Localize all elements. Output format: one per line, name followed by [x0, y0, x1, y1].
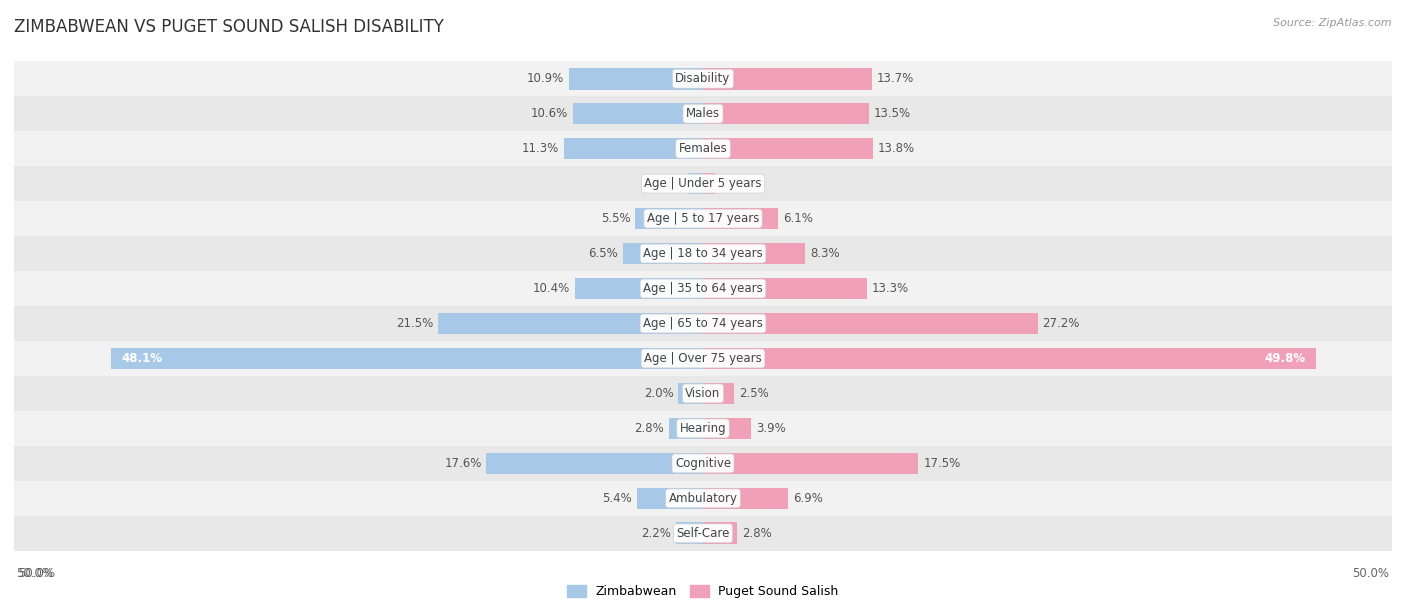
Bar [14, 481, 1392, 516]
Bar [14, 271, 1392, 306]
Text: 48.1%: 48.1% [121, 352, 162, 365]
Text: 10.9%: 10.9% [527, 72, 564, 85]
Text: 6.1%: 6.1% [783, 212, 813, 225]
Text: Age | 18 to 34 years: Age | 18 to 34 years [643, 247, 763, 260]
Text: 2.8%: 2.8% [742, 527, 772, 540]
Bar [703, 417, 751, 439]
Bar [14, 306, 1392, 341]
Text: Source: ZipAtlas.com: Source: ZipAtlas.com [1274, 18, 1392, 28]
Bar [14, 516, 1392, 551]
Text: Age | 35 to 64 years: Age | 35 to 64 years [643, 282, 763, 295]
Bar [703, 138, 873, 160]
Legend: Zimbabwean, Puget Sound Salish: Zimbabwean, Puget Sound Salish [562, 580, 844, 603]
Text: 2.8%: 2.8% [634, 422, 664, 435]
Text: Cognitive: Cognitive [675, 457, 731, 470]
Text: 10.4%: 10.4% [533, 282, 571, 295]
Text: Hearing: Hearing [679, 422, 727, 435]
Text: 21.5%: 21.5% [396, 317, 433, 330]
Bar [111, 348, 703, 369]
Bar [636, 207, 703, 230]
Text: Age | 65 to 74 years: Age | 65 to 74 years [643, 317, 763, 330]
Bar [14, 411, 1392, 446]
Text: 11.3%: 11.3% [522, 142, 560, 155]
Bar [569, 68, 703, 89]
Bar [14, 131, 1392, 166]
Bar [678, 382, 703, 405]
Bar [669, 417, 703, 439]
Bar [703, 313, 1038, 334]
Text: Age | Over 75 years: Age | Over 75 years [644, 352, 762, 365]
Bar [439, 313, 703, 334]
Text: 10.6%: 10.6% [530, 107, 568, 120]
Text: 6.5%: 6.5% [588, 247, 619, 260]
Bar [703, 452, 918, 474]
Bar [676, 523, 703, 544]
Text: Vision: Vision [685, 387, 721, 400]
Bar [14, 166, 1392, 201]
Text: 13.3%: 13.3% [872, 282, 908, 295]
Text: Ambulatory: Ambulatory [668, 492, 738, 505]
Text: 5.4%: 5.4% [602, 492, 631, 505]
Text: 13.8%: 13.8% [877, 142, 915, 155]
Bar [575, 278, 703, 299]
Bar [572, 103, 703, 124]
Bar [703, 278, 866, 299]
Text: 0.97%: 0.97% [720, 177, 756, 190]
Bar [703, 488, 787, 509]
Bar [14, 236, 1392, 271]
Text: 5.5%: 5.5% [600, 212, 630, 225]
Bar [14, 446, 1392, 481]
Bar [564, 138, 703, 160]
Text: Males: Males [686, 107, 720, 120]
Bar [14, 61, 1392, 96]
Text: 27.2%: 27.2% [1043, 317, 1080, 330]
Bar [703, 348, 1316, 369]
Bar [14, 96, 1392, 131]
Bar [623, 243, 703, 264]
Bar [689, 173, 703, 195]
Text: ZIMBABWEAN VS PUGET SOUND SALISH DISABILITY: ZIMBABWEAN VS PUGET SOUND SALISH DISABIL… [14, 18, 444, 36]
Bar [637, 488, 703, 509]
Text: 13.7%: 13.7% [876, 72, 914, 85]
Text: 17.6%: 17.6% [444, 457, 481, 470]
Bar [703, 523, 738, 544]
Text: 2.0%: 2.0% [644, 387, 673, 400]
Bar [14, 201, 1392, 236]
Text: 6.9%: 6.9% [793, 492, 823, 505]
Text: 50.0%: 50.0% [18, 567, 55, 580]
Bar [14, 376, 1392, 411]
Text: 1.2%: 1.2% [654, 177, 683, 190]
Text: 13.5%: 13.5% [875, 107, 911, 120]
Text: 3.9%: 3.9% [756, 422, 786, 435]
Text: 17.5%: 17.5% [924, 457, 960, 470]
Bar [486, 452, 703, 474]
Bar [703, 382, 734, 405]
Bar [703, 207, 778, 230]
Text: Age | Under 5 years: Age | Under 5 years [644, 177, 762, 190]
Text: Females: Females [679, 142, 727, 155]
Bar [14, 341, 1392, 376]
Bar [703, 243, 806, 264]
Text: 49.8%: 49.8% [1265, 352, 1306, 365]
Bar [703, 173, 714, 195]
Text: 2.5%: 2.5% [738, 387, 769, 400]
Text: 2.2%: 2.2% [641, 527, 671, 540]
Text: 8.3%: 8.3% [810, 247, 839, 260]
Text: Disability: Disability [675, 72, 731, 85]
Bar [703, 103, 869, 124]
Text: Self-Care: Self-Care [676, 527, 730, 540]
Text: 50.0%: 50.0% [17, 567, 53, 580]
Text: 50.0%: 50.0% [1353, 567, 1389, 580]
Text: Age | 5 to 17 years: Age | 5 to 17 years [647, 212, 759, 225]
Bar [703, 68, 872, 89]
